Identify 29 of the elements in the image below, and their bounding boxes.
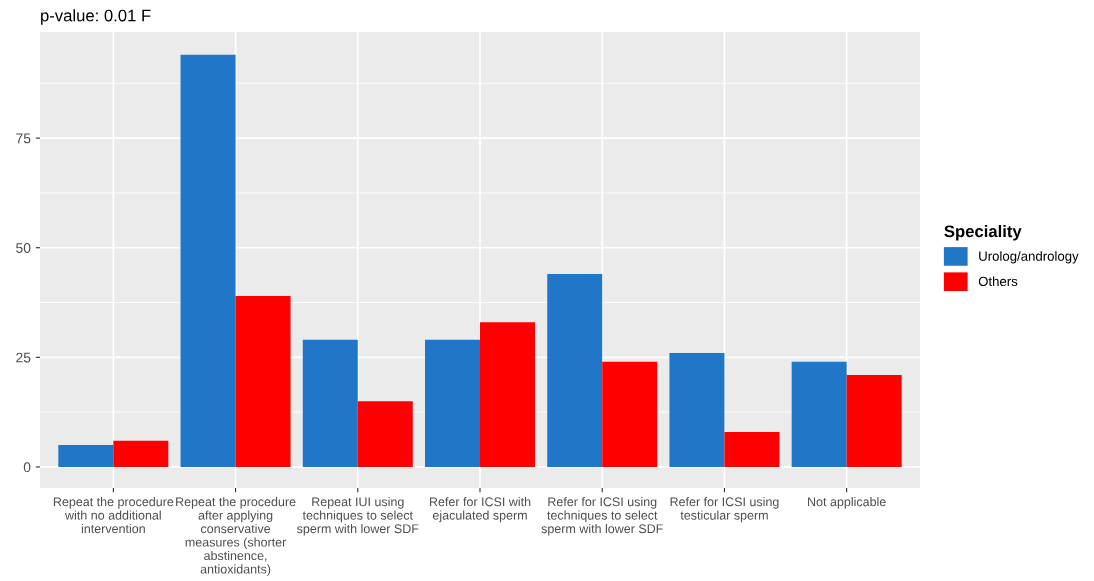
bar	[480, 322, 535, 467]
x-tick-label: Repeat IUI using techniques to select sperm with lower SDF	[297, 497, 419, 536]
y-tick-label: 75	[16, 133, 31, 144]
x-tick-label: Refer for ICSI using testicular sperm	[670, 497, 779, 523]
bar	[791, 361, 847, 467]
x-tick-label: Repeat the procedure with no additional intervention	[53, 497, 174, 534]
bar	[724, 431, 780, 467]
bar	[180, 54, 236, 467]
chart-subtitle: p-value: 0.01 F	[41, 9, 151, 25]
bar	[669, 352, 725, 467]
x-tick-label: Not applicable	[808, 497, 886, 509]
bar	[302, 339, 358, 467]
x-tick-label: Repeat the procedure after applying conservative measures (shorter abstinence, antioxidants)	[176, 497, 296, 576]
bar	[547, 274, 603, 467]
x-tick-label: Refer for ICSI with ejaculated sperm	[429, 497, 531, 523]
bar	[425, 339, 480, 467]
x-tick-label: Refer for ICSI using techniques to select sperm with lower SDF	[541, 497, 663, 536]
bar	[58, 445, 114, 467]
bar	[602, 361, 658, 467]
legend-label: Others	[978, 276, 1018, 287]
bar	[846, 374, 902, 467]
y-tick-label: 0	[23, 462, 31, 473]
y-tick-label: 25	[16, 352, 31, 363]
bar	[113, 440, 169, 467]
legend-title: Speciality	[944, 224, 1022, 241]
bar	[357, 401, 413, 467]
bar	[235, 295, 291, 467]
legend-label: Urolog/andrology	[979, 251, 1079, 264]
y-tick-label: 50	[16, 243, 31, 253]
